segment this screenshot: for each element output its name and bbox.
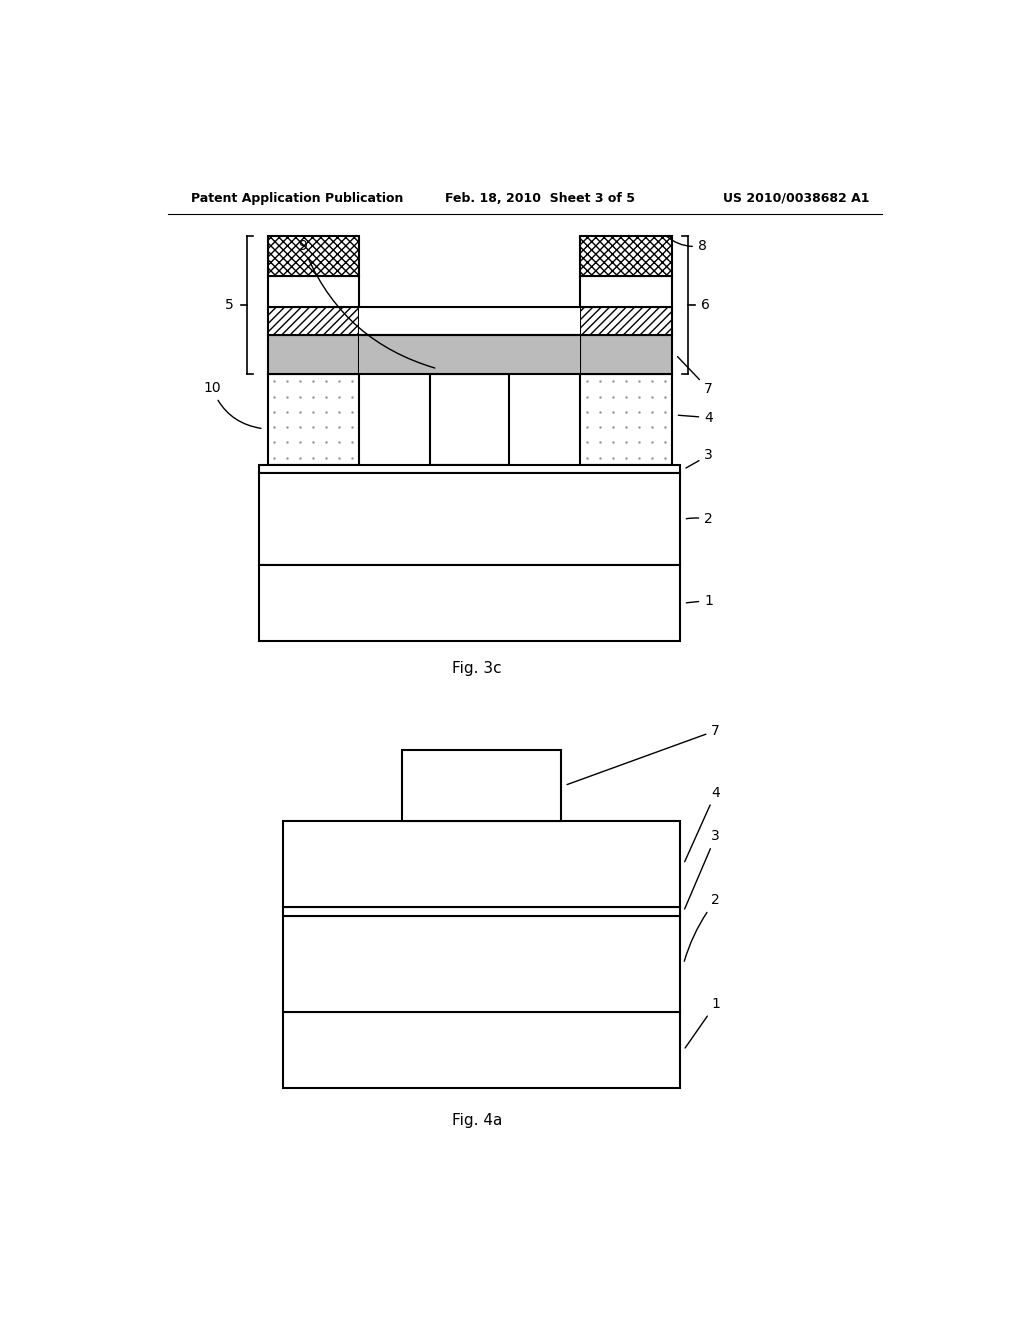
Bar bbox=[267, 335, 359, 374]
Text: 8: 8 bbox=[666, 235, 707, 253]
Bar bbox=[283, 1012, 680, 1089]
Text: 1: 1 bbox=[685, 997, 720, 1048]
Text: 2: 2 bbox=[686, 512, 713, 527]
Bar bbox=[267, 236, 359, 276]
Text: 4: 4 bbox=[685, 785, 720, 862]
Text: Patent Application Publication: Patent Application Publication bbox=[191, 191, 403, 205]
Bar bbox=[581, 374, 672, 466]
Text: 10: 10 bbox=[204, 381, 261, 429]
Bar bbox=[267, 374, 359, 466]
Bar bbox=[359, 306, 581, 335]
Text: Feb. 18, 2010  Sheet 3 of 5: Feb. 18, 2010 Sheet 3 of 5 bbox=[445, 191, 636, 205]
Bar bbox=[283, 821, 680, 907]
Bar bbox=[430, 374, 509, 466]
Text: 4: 4 bbox=[678, 411, 713, 425]
Bar bbox=[581, 335, 672, 374]
Text: US 2010/0038682 A1: US 2010/0038682 A1 bbox=[723, 191, 869, 205]
Text: 9: 9 bbox=[299, 239, 435, 368]
Bar bbox=[283, 916, 680, 1012]
Text: Fig. 3c: Fig. 3c bbox=[453, 661, 502, 676]
Text: 2: 2 bbox=[684, 894, 720, 961]
Text: 3: 3 bbox=[685, 829, 720, 909]
Bar bbox=[259, 474, 680, 565]
Text: 1: 1 bbox=[686, 594, 713, 607]
Bar bbox=[259, 565, 680, 642]
Bar bbox=[581, 276, 672, 306]
Text: 6: 6 bbox=[701, 298, 711, 312]
Text: Fig. 4a: Fig. 4a bbox=[452, 1114, 503, 1129]
Bar bbox=[283, 907, 680, 916]
Bar bbox=[267, 306, 359, 335]
Text: 7: 7 bbox=[678, 356, 713, 396]
Bar bbox=[259, 466, 680, 474]
Bar bbox=[359, 335, 581, 374]
Bar bbox=[401, 750, 560, 821]
Bar bbox=[581, 306, 672, 335]
Text: 7: 7 bbox=[567, 723, 720, 784]
Bar bbox=[267, 276, 359, 306]
Text: 5: 5 bbox=[225, 298, 233, 312]
Bar bbox=[581, 236, 672, 276]
Text: 3: 3 bbox=[686, 449, 713, 469]
